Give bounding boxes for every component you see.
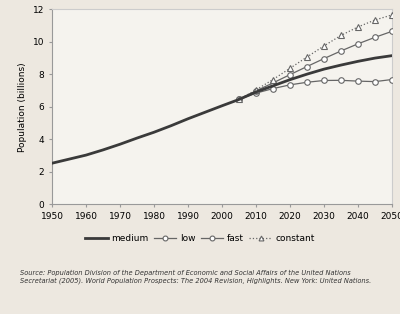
Y-axis label: Population (billions): Population (billions) [18,62,27,152]
Text: Source: Population Division of the Department of Economic and Social Affairs of : Source: Population Division of the Depar… [20,270,371,284]
Legend: medium, low, fast, constant: medium, low, fast, constant [81,230,319,247]
